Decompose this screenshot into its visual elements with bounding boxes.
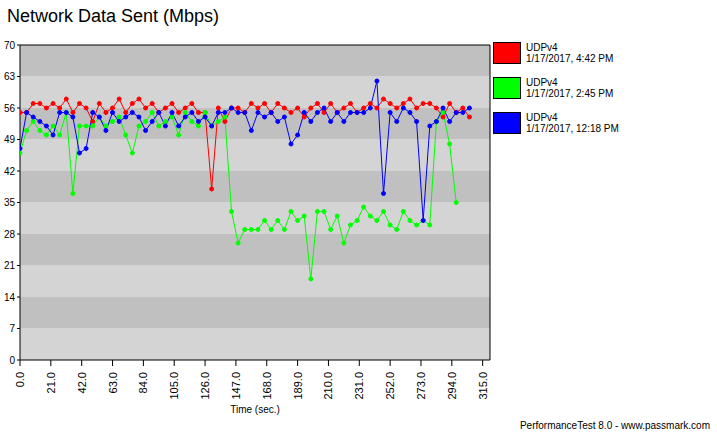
svg-text:126.0: 126.0: [199, 372, 211, 400]
html-text:UDPv4: UDPv4: [526, 42, 558, 53]
svg-text:252.0: 252.0: [384, 372, 396, 400]
svg-text:231.0: 231.0: [353, 372, 365, 400]
html-text:Network Data Sent (Mbps): Network Data Sent (Mbps): [7, 6, 220, 26]
svg-text:273.0: 273.0: [415, 372, 427, 400]
html-text:1/17/2017, 2:45 PM: 1/17/2017, 2:45 PM: [526, 88, 614, 99]
svg-text:189.0: 189.0: [292, 372, 304, 400]
svg-text:42: 42: [8, 166, 15, 177]
html-text:UDPv4: UDPv4: [526, 77, 558, 88]
svg-text:28: 28: [8, 229, 15, 240]
svg-text:63: 63: [8, 71, 15, 82]
svg-text:70: 70: [8, 40, 15, 51]
svg-text:0.0: 0.0: [14, 372, 26, 387]
svg-text:294.0: 294.0: [446, 372, 458, 400]
svg-text:35: 35: [8, 197, 15, 208]
svg-text:49: 49: [8, 134, 15, 145]
svg-text:210.0: 210.0: [322, 372, 334, 400]
svg-text:147.0: 147.0: [230, 372, 242, 400]
html-text:PerformanceTest 8.0 - www.pass: PerformanceTest 8.0 - www.passmark.com: [519, 420, 710, 431]
html-text:Time (sec.): Time (sec.): [230, 404, 280, 415]
html-text:UDPv4: UDPv4: [526, 112, 558, 123]
svg-text:63.0: 63.0: [107, 372, 119, 393]
svg-text:21: 21: [8, 260, 15, 271]
svg-text:14: 14: [8, 292, 15, 303]
svg-text:84.0: 84.0: [137, 372, 149, 393]
svg-text:105.0: 105.0: [168, 372, 180, 400]
svg-text:315.0: 315.0: [477, 372, 489, 400]
svg-text:168.0: 168.0: [261, 372, 273, 400]
svg-text:21.0: 21.0: [45, 372, 57, 393]
svg-text:7: 7: [9, 323, 15, 334]
svg-text:56: 56: [8, 103, 15, 114]
html-text:1/17/2017, 12:18 PM: 1/17/2017, 12:18 PM: [526, 123, 619, 134]
html-text:1/17/2017, 4:42 PM: 1/17/2017, 4:42 PM: [526, 53, 614, 64]
svg-text:42.0: 42.0: [76, 372, 88, 393]
svg-text:0: 0: [9, 355, 15, 366]
